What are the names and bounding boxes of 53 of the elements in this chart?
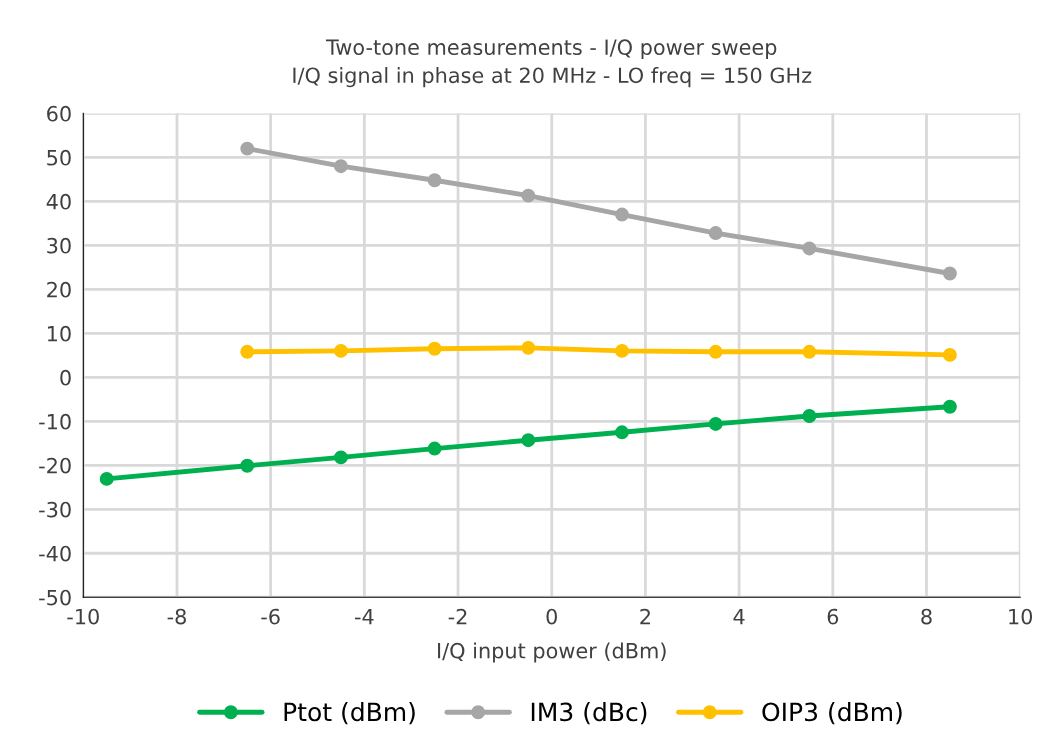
x-tick-label: 0 [546,608,557,625]
point [427,173,442,188]
point [942,399,957,414]
point [99,471,114,486]
point [802,344,817,359]
point [708,416,723,431]
point [942,347,957,362]
y-tick-label: -50 [39,589,71,606]
point [521,340,536,355]
point [333,450,348,465]
y-tick-label: -20 [39,457,71,474]
point [942,266,957,281]
point [802,409,817,423]
point [615,343,629,358]
point [240,458,255,473]
point [333,159,348,174]
legend-label: IM3 (dBc) [531,701,647,725]
point [333,343,348,358]
point [615,207,629,222]
y-tick-label: -30 [39,501,71,518]
x-tick-label: 10 [1009,608,1033,625]
y-tick-label: 20 [47,281,71,298]
x-tick-label: 6 [827,608,839,625]
x-tick-label: 2 [640,608,650,625]
x-tick-label: -8 [167,608,186,625]
chart-title: Two-tone measurements - I/Q power sweep I/Q signal in phase at 20 MHz - LO freq = 150 GHz [293,39,812,88]
legend-label: Ptot (dBm) [284,701,415,725]
x-tick-label: -6 [261,608,280,625]
y-tick-label: 30 [47,237,71,254]
point [240,141,255,156]
x-tick-label: 4 [733,608,745,625]
point [240,344,255,359]
point [427,341,442,356]
point [615,425,629,440]
legend-label: OIP3 (dBm) [762,701,902,725]
y-tick-label: 60 [47,105,71,122]
x-tick-label: -4 [354,608,374,625]
x-axis-title: I/Q input power (dBm) [438,642,666,663]
point [427,441,442,456]
point [802,241,817,256]
y-tick-label: 10 [47,325,71,342]
y-tick-label: -10 [39,413,71,430]
y-tick-label: 0 [60,369,71,386]
x-tick-label: -2 [448,608,467,625]
x-tick-label: -10 [67,608,99,625]
y-tick-label: 40 [46,193,71,210]
point [708,344,723,359]
y-tick-label: -40 [39,545,71,562]
point [521,433,536,448]
point [521,188,536,203]
y-tick-label: 50 [47,149,71,166]
point [708,226,723,240]
x-tick-label: 8 [921,608,932,625]
